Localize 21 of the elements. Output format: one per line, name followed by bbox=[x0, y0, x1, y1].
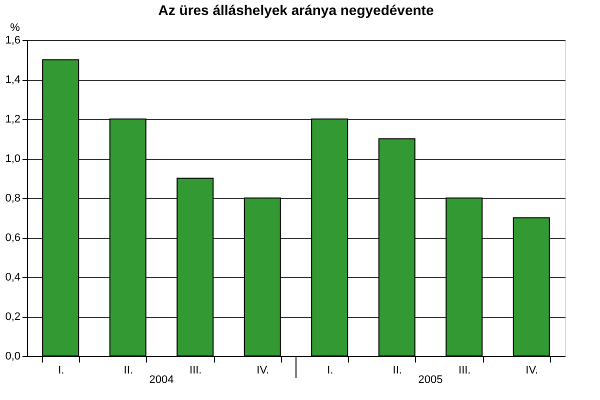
y-tick-label: 0,4 bbox=[5, 272, 20, 284]
y-tick-label: 0,2 bbox=[5, 311, 20, 323]
text: 2005 bbox=[418, 374, 443, 386]
y-tick-label: 0,6 bbox=[5, 232, 20, 244]
x-tick-label: III. bbox=[458, 364, 471, 376]
y-tick-label: 1,6 bbox=[5, 34, 20, 46]
y-tick-label: 0,0 bbox=[5, 350, 20, 362]
x-tick-label: I. bbox=[58, 364, 64, 376]
x-tick-label: II. bbox=[124, 364, 133, 376]
y-tick-label: 1,4 bbox=[5, 74, 20, 86]
x-tick-label: III. bbox=[190, 364, 202, 376]
x-tick-label: II. bbox=[392, 364, 402, 376]
y-tick-label: 0,8 bbox=[5, 192, 20, 204]
chart-title: Az üres álláshelyek aránya negyedévente bbox=[158, 2, 434, 18]
text: 2004 bbox=[149, 374, 174, 386]
x-tick-label: I. bbox=[327, 364, 334, 376]
y-axis-title: % bbox=[10, 22, 20, 34]
y-tick-label: 1,0 bbox=[5, 153, 20, 165]
x-tick-label: IV. bbox=[526, 364, 538, 376]
x-tick-label: IV. bbox=[256, 364, 270, 376]
y-tick-label: 1,2 bbox=[5, 114, 20, 126]
